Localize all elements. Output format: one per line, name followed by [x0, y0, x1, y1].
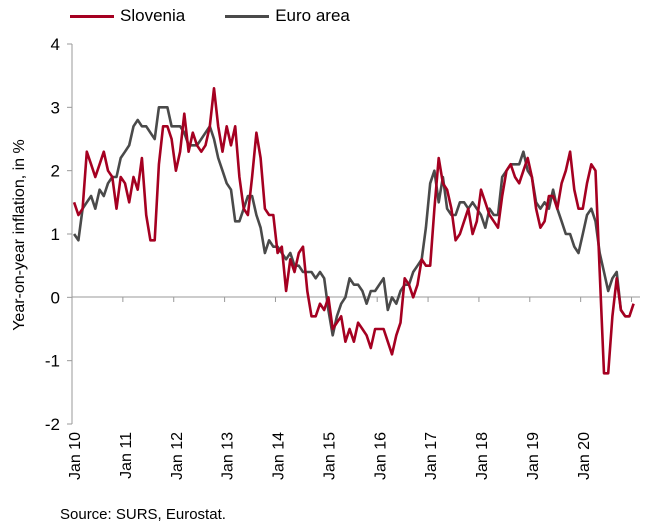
series-line-slovenia — [72, 87, 635, 375]
legend-item-euro-area: Euro area — [225, 6, 350, 26]
legend-swatch-slovenia — [70, 14, 114, 18]
y-tick-label: 1 — [51, 225, 60, 244]
y-tick-label: -2 — [45, 415, 60, 434]
x-tick-label: Jan 13 — [220, 432, 237, 480]
x-tick-label: Jan 19 — [525, 432, 542, 480]
x-tick-label: Jan 11 — [118, 432, 135, 479]
legend-swatch-euro-area — [225, 14, 270, 18]
x-tick-label: Jan 12 — [169, 432, 186, 480]
series-line-euro-area — [73, 106, 630, 337]
x-tick-label: Jan 15 — [321, 432, 338, 480]
x-tick-label: Jan 16 — [372, 432, 389, 480]
x-tick-label: Jan 20 — [576, 432, 593, 480]
legend-label-slovenia: Slovenia — [120, 6, 186, 25]
x-tick-label: Jan 14 — [271, 432, 288, 480]
legend: Slovenia Euro area — [70, 6, 390, 26]
y-tick-label: 2 — [51, 162, 60, 181]
x-tick-label: Jan 10 — [67, 432, 84, 480]
y-tick-label: 4 — [51, 35, 60, 54]
y-tick-label: 3 — [51, 98, 60, 117]
legend-label-euro-area: Euro area — [275, 6, 350, 25]
x-tick-label: Jan 17 — [423, 432, 440, 480]
y-tick-label: -1 — [45, 352, 60, 371]
x-tick-label: Jan 18 — [474, 432, 491, 480]
legend-item-slovenia: Slovenia — [70, 6, 185, 26]
y-tick-label: 0 — [51, 288, 60, 307]
source-note: Source: SURS, Eurostat. — [60, 506, 226, 523]
